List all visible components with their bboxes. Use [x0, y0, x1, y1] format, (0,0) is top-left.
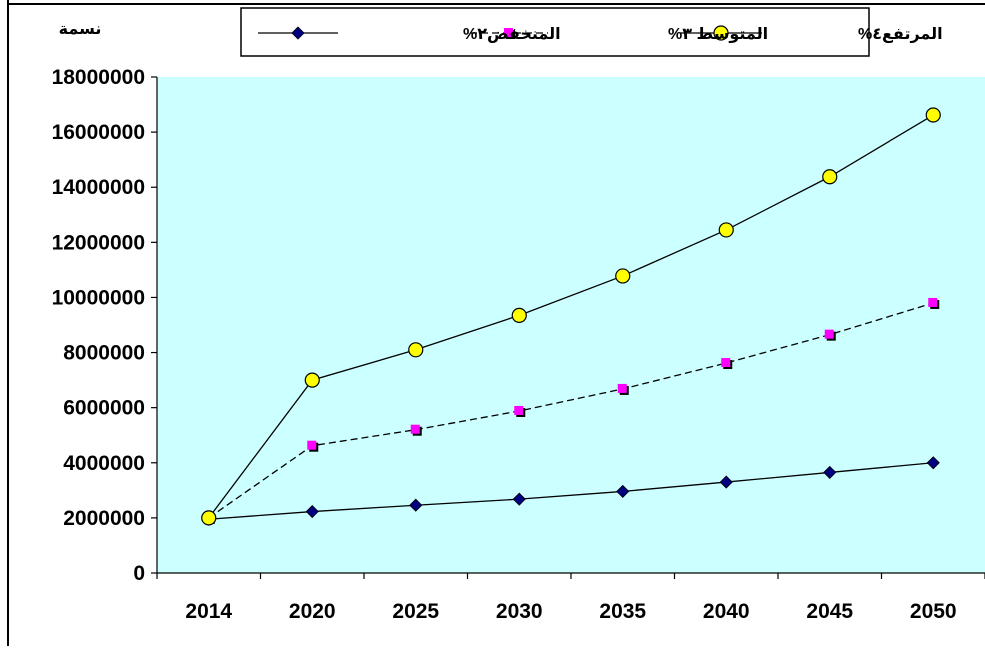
legend-label: المنخفض٢% [463, 26, 561, 43]
data-point [928, 297, 940, 309]
legend-marker [291, 26, 305, 40]
x-tick-label: 2035 [599, 600, 646, 623]
plot-area [157, 77, 985, 573]
data-point [822, 169, 838, 185]
x-tick-label: 2045 [806, 600, 853, 623]
x-tick-label: 2014 [185, 600, 232, 623]
data-point [925, 107, 941, 123]
data-point [514, 405, 526, 417]
data-point [512, 492, 526, 506]
axes: 0 2000000 4000000 6000000 8000000 10000000 120… [52, 66, 985, 623]
y-tick-label: 16000000 [52, 121, 145, 144]
x-tick-label: 2025 [392, 600, 439, 623]
legend-box [240, 7, 870, 57]
series-line [208, 302, 934, 519]
y-axis-title: نسمة [59, 21, 102, 38]
data-point [410, 424, 422, 436]
y-tick-label: 12000000 [52, 231, 145, 254]
legend-entry: المرتفع٤% [680, 25, 943, 43]
y-tick-label: 10000000 [52, 286, 145, 309]
data-point [408, 342, 424, 358]
y-tick-label: 18000000 [52, 66, 145, 89]
data-point [511, 307, 527, 323]
data-point [926, 456, 940, 470]
data-point [824, 329, 836, 341]
y-tick-label: 2000000 [63, 507, 145, 530]
y-tick-label: 0 [133, 562, 145, 585]
y-tick-label: 14000000 [52, 176, 145, 199]
data-point [409, 498, 423, 512]
x-tick-label: 2050 [910, 600, 957, 623]
data-point [719, 475, 733, 489]
legend-entry: المتوسط ٣% [470, 26, 768, 43]
legend-marker [504, 28, 515, 39]
series-line [208, 114, 934, 519]
data-point [307, 440, 319, 452]
legend-label: المرتفع٤% [858, 26, 943, 43]
legend-label: المتوسط ٣% [668, 26, 768, 43]
y-tick-label: 4000000 [63, 452, 145, 475]
legend-entry: المنخفض٢% [258, 26, 561, 43]
series-line [208, 462, 934, 520]
x-tick-label: 2020 [289, 600, 336, 623]
chart-frame [7, 0, 985, 646]
series-group [201, 107, 941, 526]
data-point [305, 504, 319, 519]
x-tick-label: 2040 [703, 600, 750, 623]
data-point [721, 358, 733, 370]
data-point [201, 510, 217, 526]
legend-marker [713, 25, 729, 41]
data-point [617, 383, 629, 395]
series-0 [201, 107, 941, 526]
data-point [823, 465, 837, 479]
x-tick-label: 2030 [496, 600, 543, 623]
data-point [615, 268, 631, 284]
legend: المرتفع٤% المتوسط ٣% المنخفض٢% [240, 7, 943, 57]
y-tick-label: 8000000 [63, 342, 145, 365]
data-point [718, 222, 734, 238]
data-point [616, 484, 630, 499]
y-tick-label: 6000000 [63, 397, 145, 420]
data-point [304, 372, 320, 388]
